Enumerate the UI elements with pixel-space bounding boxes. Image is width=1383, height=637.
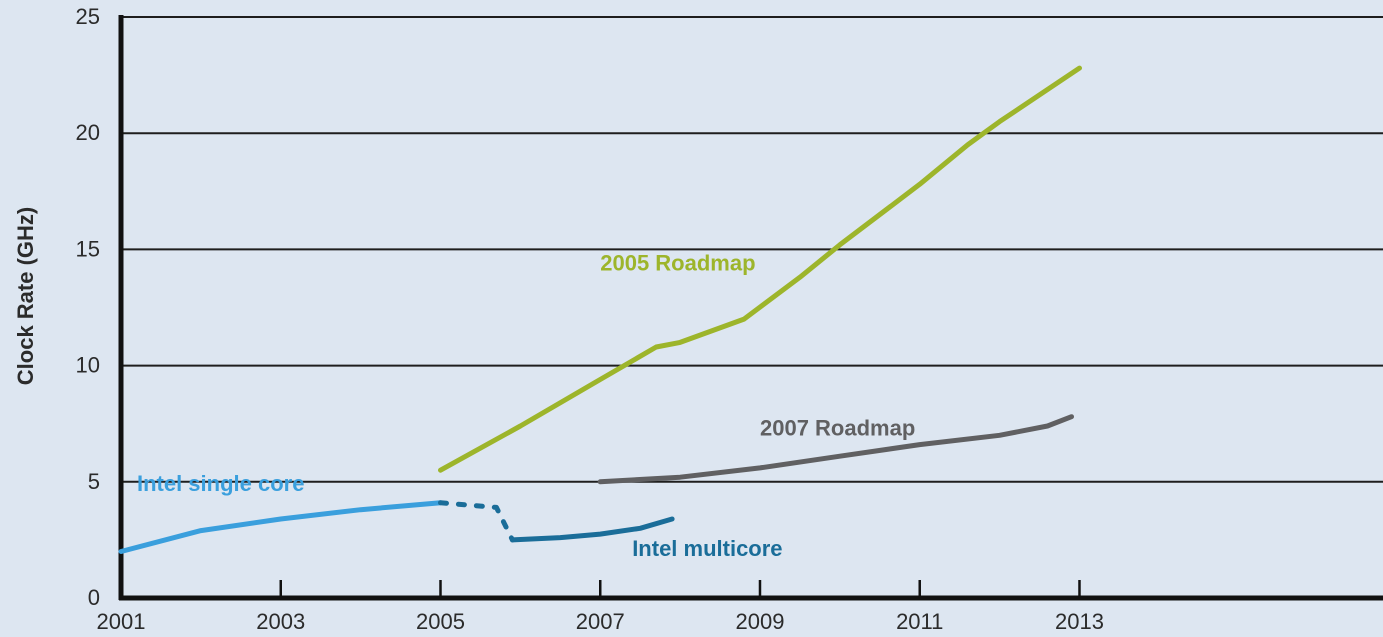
x-tick-label-2005: 2005 (416, 609, 465, 634)
y-tick-labels: 0 5 10 15 20 25 (76, 4, 100, 610)
series-line-2007-roadmap (597, 414, 1074, 485)
y-tick-label-5: 5 (88, 469, 100, 494)
annotation-intel-multicore: Intel multicore (632, 536, 782, 561)
grid-lines (121, 16, 1383, 483)
series-line-transition-1 (438, 500, 515, 543)
x-tick-label-2013: 2013 (1055, 609, 1104, 634)
y-axis-label: Clock Rate (GHz) (13, 207, 38, 385)
x-tick-label-2001: 2001 (97, 609, 146, 634)
annotation-intel-single-core: Intel single core (137, 471, 304, 496)
annotation-2005-roadmap: 2005 Roadmap (600, 250, 755, 275)
series-line-intel-single-core (118, 500, 443, 554)
y-tick-label-20: 20 (76, 120, 100, 145)
x-tick-label-2009: 2009 (736, 609, 785, 634)
x-tick-label-2007: 2007 (576, 609, 625, 634)
y-tick-label-25: 25 (76, 4, 100, 29)
series-line-intel-multicore (509, 516, 675, 543)
axes (118, 15, 1383, 601)
series-lines (118, 65, 1082, 554)
x-tick-labels: 2001 2003 2005 2007 2009 2011 2013 (97, 609, 1104, 634)
series-annotations: Intel single core Intel multicore 2005 Roa… (137, 250, 915, 561)
x-tick-label-2011: 2011 (896, 609, 943, 634)
y-tick-label-10: 10 (76, 353, 100, 378)
series-line-2005-roadmap (438, 65, 1082, 473)
y-tick-label-0: 0 (88, 585, 100, 610)
annotation-2007-roadmap: 2007 Roadmap (760, 415, 915, 440)
y-tick-label-15: 15 (76, 236, 100, 261)
x-tick-label-2003: 2003 (256, 609, 305, 634)
